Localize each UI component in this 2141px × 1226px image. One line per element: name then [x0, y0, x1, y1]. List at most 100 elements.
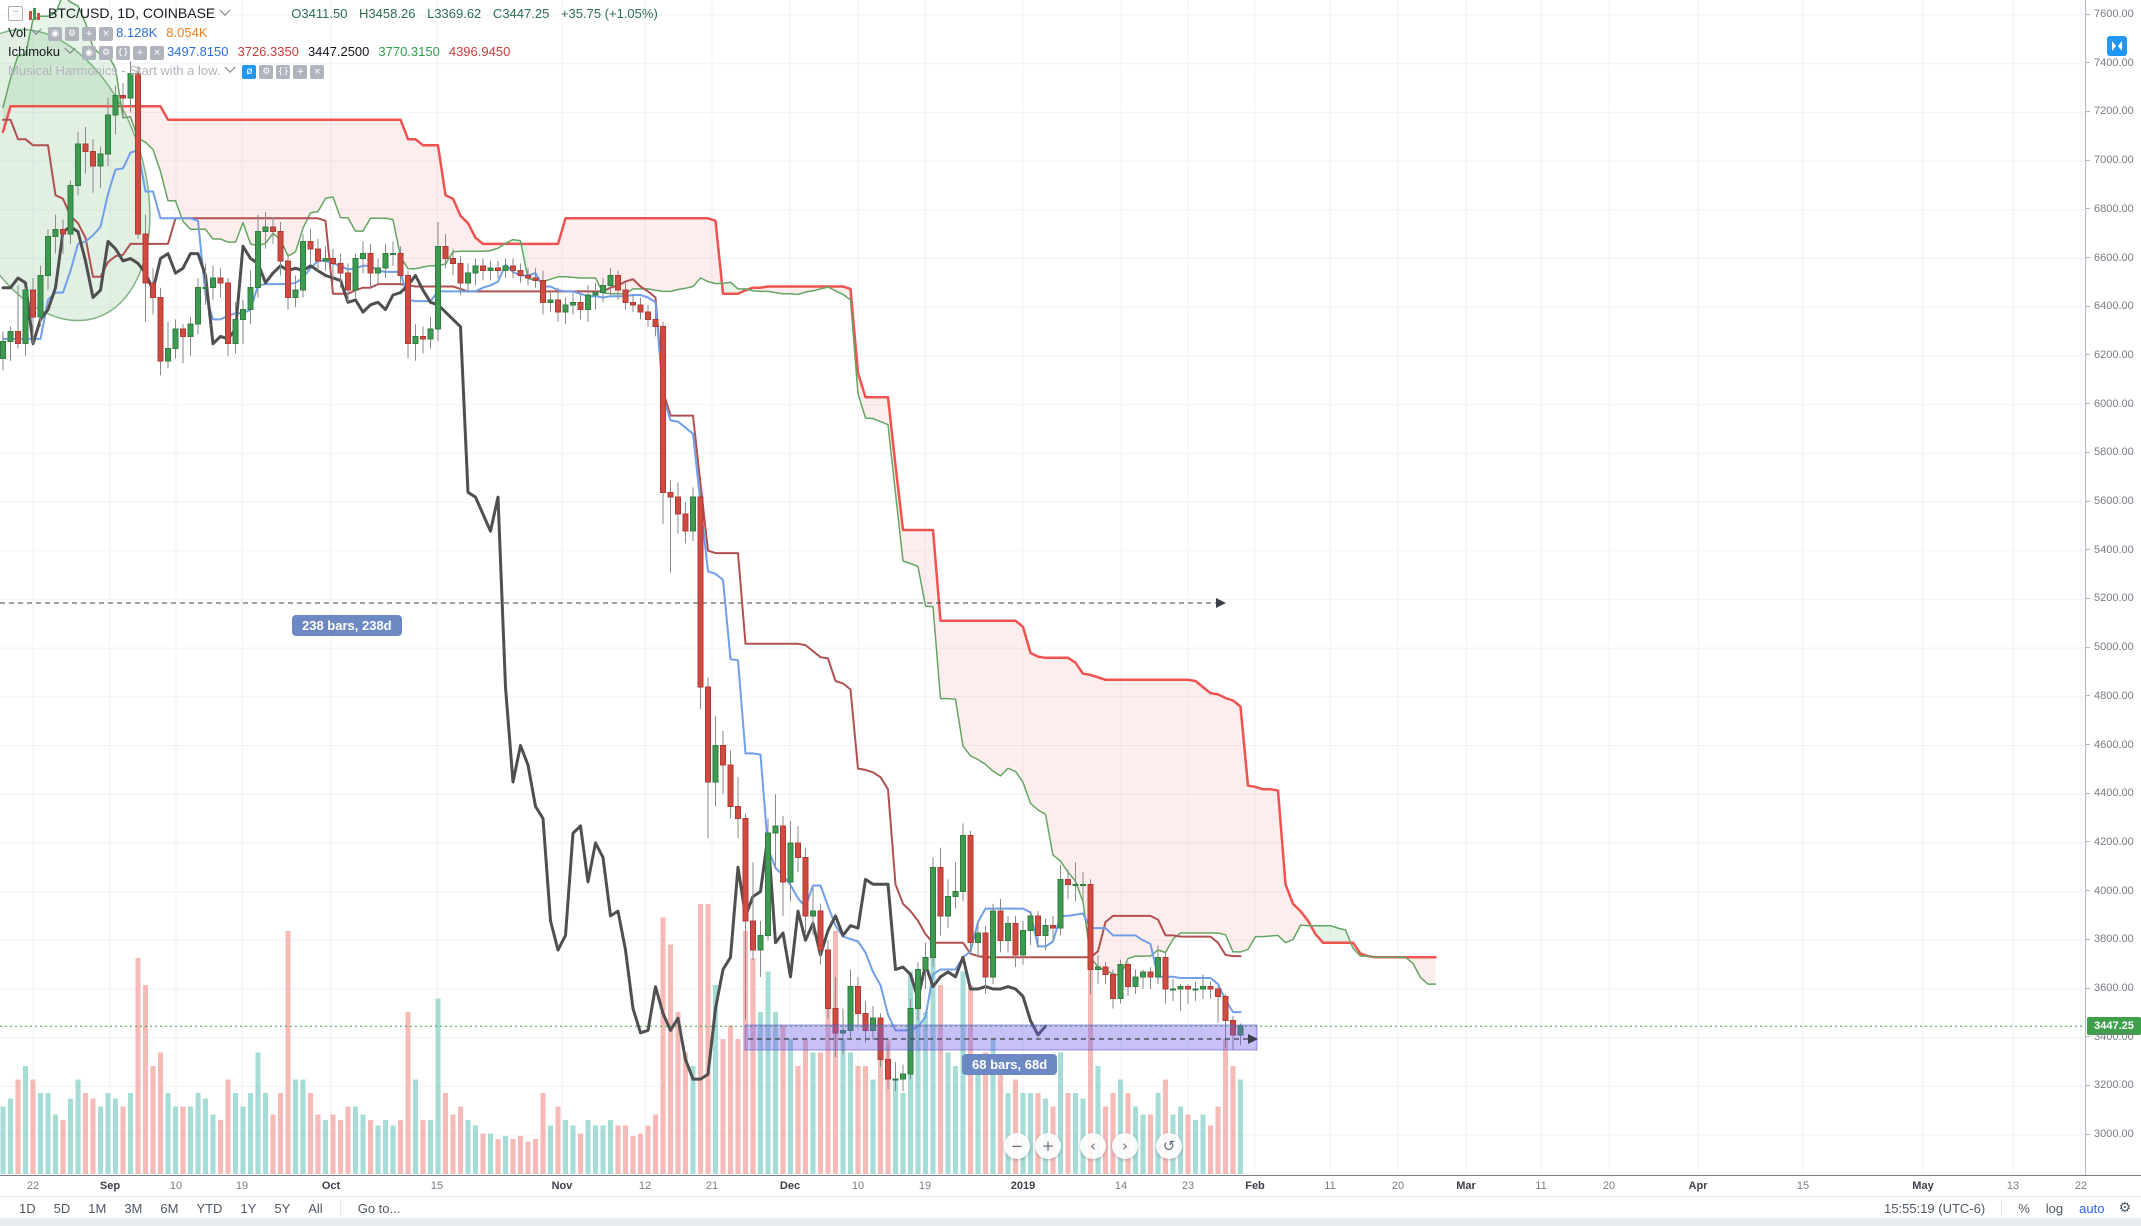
- time-tick-15[interactable]: 15: [430, 1180, 444, 1192]
- candle-body: [1050, 925, 1056, 929]
- range-button-6M[interactable]: 6M: [160, 1200, 179, 1216]
- gear-icon[interactable]: ⚙: [65, 27, 80, 41]
- time-tick-10[interactable]: 10: [851, 1180, 865, 1192]
- scroll-right-button[interactable]: ›: [1112, 1133, 1138, 1159]
- candle-body: [82, 143, 89, 152]
- range-button-5D[interactable]: 5D: [53, 1200, 71, 1216]
- close-icon[interactable]: ×: [310, 65, 325, 79]
- braces-icon[interactable]: {}: [116, 46, 131, 60]
- time-tick-13[interactable]: 13: [2006, 1180, 2020, 1192]
- time-tick-Sep[interactable]: Sep: [99, 1180, 121, 1192]
- ichimoku-cloud: [933, 530, 941, 699]
- ichimoku-cloud: [963, 620, 971, 756]
- auto-scale-button[interactable]: auto: [2079, 1200, 2105, 1216]
- price-chart-canvas[interactable]: [0, 0, 2085, 1175]
- time-tick-14[interactable]: 14: [1114, 1180, 1128, 1192]
- candle-body: [727, 764, 734, 807]
- time-tick-22[interactable]: 22: [2074, 1180, 2088, 1192]
- range-button-YTD[interactable]: YTD: [196, 1200, 223, 1216]
- time-tick-Feb[interactable]: Feb: [1245, 1180, 1265, 1192]
- candle-body: [1140, 971, 1146, 978]
- candle-body: [1035, 915, 1041, 936]
- price-axis[interactable]: 3447.25 7600.00 7400.00 7200.00 7000.00 6800…: [2085, 0, 2141, 1175]
- volume-bar: [308, 1093, 313, 1174]
- candle-body: [157, 296, 164, 362]
- ichimoku-cloud: [55, 0, 63, 107]
- time-tick-10[interactable]: 10: [169, 1180, 183, 1192]
- eye-slash-icon[interactable]: ø: [242, 65, 257, 79]
- range-button-1Y[interactable]: 1Y: [240, 1200, 257, 1216]
- ichimoku-label[interactable]: Ichimoku: [8, 43, 61, 59]
- scroll-to-recent-bar-button[interactable]: [2107, 36, 2127, 56]
- time-tick-20[interactable]: 20: [1391, 1180, 1405, 1192]
- candle-body: [825, 949, 831, 1009]
- time-tick-Oct[interactable]: Oct: [321, 1180, 341, 1192]
- range-button-3M[interactable]: 3M: [124, 1200, 143, 1216]
- volume-bar: [923, 1012, 928, 1174]
- braces-icon[interactable]: {}: [276, 65, 291, 79]
- price-tick-4400.00: 4400.00: [2086, 787, 2134, 799]
- time-axis[interactable]: 22 Sep 10 19 Oct 15 Nov 12 21 Dec 10 19 2019 14 23 Feb 1…: [0, 1175, 2141, 1197]
- volume-bar: [0, 1106, 6, 1174]
- chevron-down-icon[interactable]: [219, 4, 231, 16]
- time-tick-19[interactable]: 19: [918, 1180, 932, 1192]
- chevron-down-icon[interactable]: [30, 23, 42, 35]
- time-tick-19[interactable]: 19: [235, 1180, 249, 1192]
- volume-label[interactable]: Vol: [8, 24, 27, 40]
- plus-icon[interactable]: +: [82, 27, 97, 41]
- close-icon[interactable]: ×: [99, 27, 114, 41]
- close-icon[interactable]: ×: [150, 46, 165, 60]
- chart-style-icon[interactable]: [29, 7, 41, 20]
- chart-pane[interactable]: − BTC/USD, 1D, COINBASE O3411.50 H3458.2…: [0, 0, 2127, 1175]
- time-tick-Mar[interactable]: Mar: [1456, 1180, 1476, 1192]
- clock-label[interactable]: 15:55:19 (UTC-6): [1884, 1200, 1986, 1216]
- scroll-left-button[interactable]: ‹: [1080, 1133, 1106, 1159]
- time-tick-May[interactable]: May: [1912, 1180, 1934, 1192]
- time-tick-Apr[interactable]: Apr: [1688, 1180, 1708, 1192]
- zoom-out-button[interactable]: −: [1004, 1133, 1030, 1159]
- reset-chart-button[interactable]: ↺: [1156, 1133, 1182, 1159]
- current-price-tag: 3447.25: [2087, 1017, 2141, 1036]
- symbol-title[interactable]: BTC/USD, 1D, COINBASE: [48, 5, 216, 21]
- plus-icon[interactable]: +: [293, 65, 308, 79]
- time-tick-2019[interactable]: 2019: [1010, 1180, 1036, 1192]
- ichimoku-cloud: [1293, 903, 1301, 940]
- volume-bar: [45, 1093, 51, 1174]
- settings-gear-icon[interactable]: ⚙: [2118, 1200, 2131, 1216]
- chevron-down-icon[interactable]: [64, 42, 76, 54]
- ichimoku-cloud: [730, 282, 738, 294]
- eye-icon[interactable]: ◉: [82, 46, 97, 60]
- gear-icon[interactable]: ⚙: [259, 65, 274, 79]
- log-scale-button[interactable]: log: [2045, 1200, 2064, 1216]
- ichimoku-cloud: [625, 218, 633, 294]
- range-button-5Y[interactable]: 5Y: [274, 1200, 291, 1216]
- time-tick-11[interactable]: 11: [1324, 1180, 1336, 1192]
- candle-body: [1200, 986, 1206, 990]
- zoom-in-button[interactable]: +: [1035, 1133, 1061, 1159]
- musical-harmonics-label[interactable]: Musical Harmonics - Start with a low.: [8, 62, 221, 78]
- time-tick-11[interactable]: 11: [1535, 1180, 1547, 1192]
- collapse-legend-icon[interactable]: −: [8, 5, 23, 21]
- range-button-1D[interactable]: 1D: [19, 1200, 36, 1216]
- time-tick-12[interactable]: 12: [638, 1180, 652, 1192]
- plus-icon[interactable]: +: [133, 46, 148, 60]
- time-tick-23[interactable]: 23: [1181, 1180, 1195, 1192]
- time-tick-22[interactable]: 22: [26, 1180, 40, 1192]
- goto-date-button[interactable]: Go to...: [357, 1200, 401, 1216]
- candle-body: [37, 275, 44, 318]
- time-tick-21[interactable]: 21: [705, 1180, 719, 1192]
- measure-label-238-bars[interactable]: 238 bars, 238d: [292, 615, 402, 636]
- gear-icon[interactable]: ⚙: [99, 46, 114, 60]
- range-button-All[interactable]: All: [308, 1200, 323, 1216]
- measure-label-68-bars[interactable]: 68 bars, 68d: [962, 1054, 1058, 1075]
- ichimoku-cloud: [1285, 884, 1293, 943]
- time-tick-15[interactable]: 15: [1796, 1180, 1810, 1192]
- chevron-down-icon[interactable]: [224, 61, 237, 73]
- time-tick-Nov[interactable]: Nov: [551, 1180, 573, 1192]
- range-button-1M[interactable]: 1M: [88, 1200, 107, 1216]
- time-tick-20[interactable]: 20: [1602, 1180, 1616, 1192]
- ichimoku-cloud: [700, 218, 708, 282]
- eye-icon[interactable]: ◉: [48, 27, 63, 41]
- percent-scale-button[interactable]: %: [2018, 1200, 2030, 1216]
- time-tick-Dec[interactable]: Dec: [779, 1180, 801, 1192]
